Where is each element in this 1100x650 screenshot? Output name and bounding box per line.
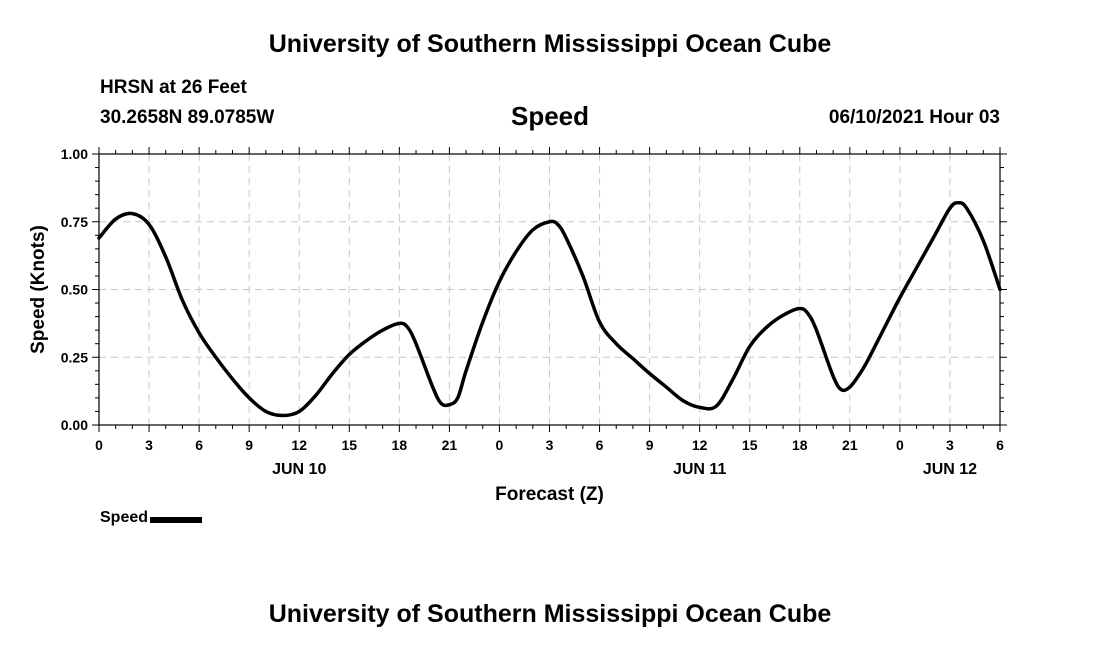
x-tick-label: 12 — [291, 437, 307, 453]
legend-label: Speed — [100, 509, 149, 526]
station-coordinates: 30.2658N 89.0785W — [100, 107, 275, 128]
x-tick-label: 18 — [792, 437, 808, 453]
chart-title: Speed — [510, 101, 590, 131]
x-tick-label: 0 — [496, 437, 504, 453]
x-tick-label: 9 — [646, 437, 654, 453]
legend-line-swatch — [150, 516, 203, 523]
x-tick-label: 9 — [245, 437, 253, 453]
y-tick-label: 0.75 — [61, 214, 88, 230]
x-axis-title: Forecast (Z) — [495, 484, 604, 505]
y-tick-label: 1.00 — [61, 146, 88, 162]
x-tick-label: 12 — [692, 437, 708, 453]
x-tick-label: 6 — [596, 437, 604, 453]
x-date-label: JUN 10 — [272, 461, 326, 478]
speed-series-line — [97, 200, 1002, 418]
y-tick-label: 0.25 — [61, 349, 88, 365]
page-title-bottom: University of Southern Mississippi Ocean… — [268, 600, 832, 628]
x-tick-label: 15 — [742, 437, 758, 453]
station-name: HRSN at 26 Feet — [100, 77, 247, 98]
x-tick-label: 3 — [145, 437, 153, 453]
x-tick-label: 0 — [95, 437, 103, 453]
x-date-label: JUN 12 — [923, 461, 977, 478]
x-tick-label: 15 — [341, 437, 357, 453]
issue-time: 06/10/2021 Hour 03 — [828, 107, 1000, 128]
x-tick-label: 3 — [946, 437, 954, 453]
x-tick-label: 18 — [392, 437, 408, 453]
y-tick-label: 0.00 — [61, 417, 88, 433]
x-tick-label: 6 — [996, 437, 1004, 453]
x-tick-label: 21 — [842, 437, 858, 453]
page-title-top: University of Southern Mississippi Ocean… — [268, 30, 832, 58]
legend: Speed — [100, 509, 203, 527]
x-tick-label: 21 — [442, 437, 458, 453]
x-date-label: JUN 11 — [673, 461, 726, 478]
x-tick-label: 0 — [896, 437, 904, 453]
y-axis-title: Speed (Knots) — [28, 225, 49, 354]
x-tick-label: 6 — [195, 437, 203, 453]
y-tick-label: 0.50 — [61, 282, 88, 298]
x-tick-label: 3 — [546, 437, 554, 453]
